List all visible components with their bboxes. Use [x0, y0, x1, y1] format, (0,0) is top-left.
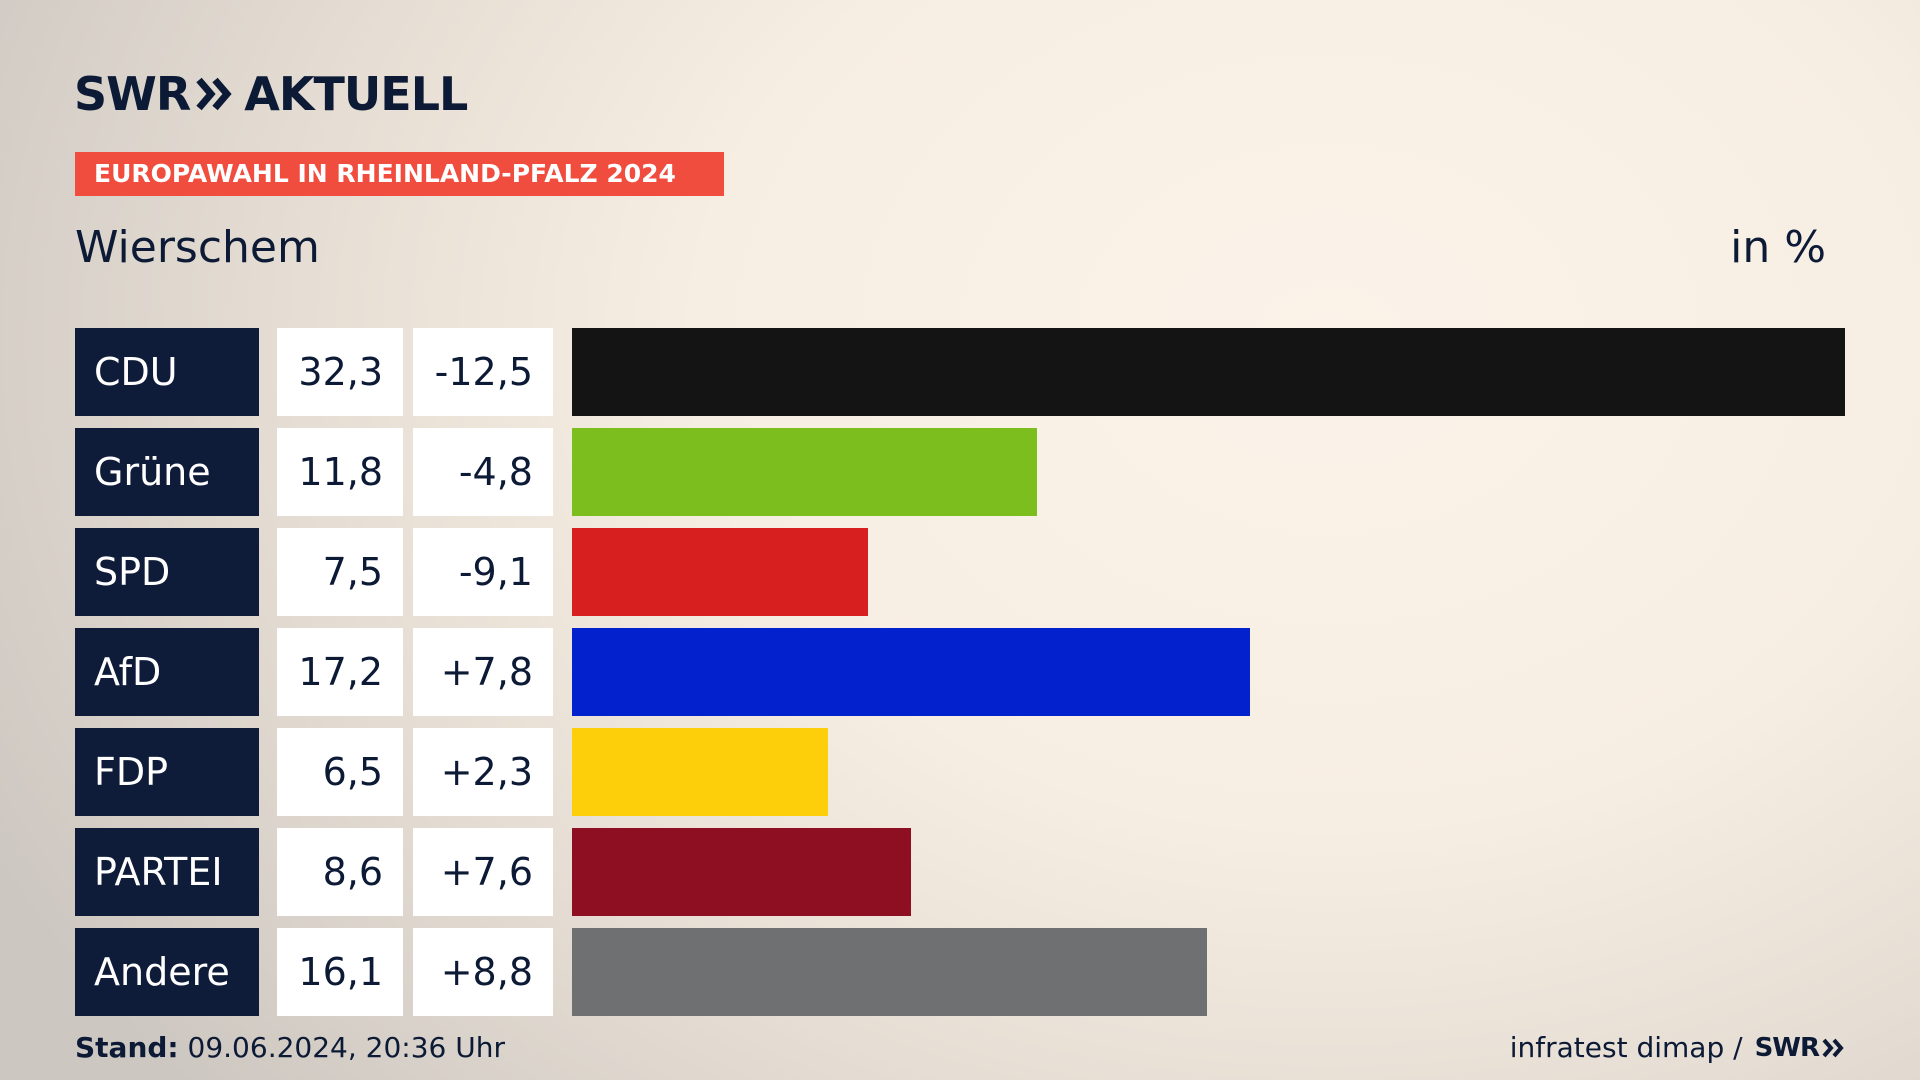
party-label: CDU — [75, 328, 259, 416]
swr-small-logo: SWR — [1755, 1028, 1844, 1068]
diff-label: -4,8 — [413, 428, 553, 516]
swr-aktuell-logo: SWR AKTUELL — [74, 67, 468, 121]
diff-label: +7,8 — [413, 628, 553, 716]
value-label: 17,2 — [277, 628, 403, 716]
place-title: Wierschem — [75, 222, 320, 273]
diff-label: +8,8 — [413, 928, 553, 1016]
party-label: FDP — [75, 728, 259, 816]
bar-afd — [572, 628, 1250, 716]
value-label: 32,3 — [277, 328, 403, 416]
bar-partei — [572, 828, 911, 916]
party-label: AfD — [75, 628, 259, 716]
diff-label: -9,1 — [413, 528, 553, 616]
bar-fdp — [572, 728, 828, 816]
value-label: 11,8 — [277, 428, 403, 516]
value-label: 7,5 — [277, 528, 403, 616]
bar-andere — [572, 928, 1207, 1016]
diff-label: -12,5 — [413, 328, 553, 416]
value-label: 8,6 — [277, 828, 403, 916]
stand-label: Stand: — [75, 1031, 179, 1064]
bar-cdu — [572, 328, 1845, 416]
bar-gr-ne — [572, 428, 1037, 516]
swr-small-logo-text: SWR — [1754, 1033, 1820, 1063]
double-chevron-icon — [196, 77, 232, 111]
unit-label: in % — [1730, 222, 1826, 273]
party-label: PARTEI — [75, 828, 259, 916]
double-chevron-small-icon — [1822, 1038, 1844, 1058]
party-label: Grüne — [75, 428, 259, 516]
diff-label: +7,6 — [413, 828, 553, 916]
logo-swr-text: SWR — [74, 67, 191, 121]
bar-spd — [572, 528, 868, 616]
value-label: 16,1 — [277, 928, 403, 1016]
logo-aktuell-text: AKTUELL — [244, 67, 468, 121]
party-label: SPD — [75, 528, 259, 616]
diff-label: +2,3 — [413, 728, 553, 816]
party-label: Andere — [75, 928, 259, 1016]
source-text: infratest dimap / — [1509, 1031, 1743, 1064]
source-credit: infratest dimap / SWR — [1510, 1028, 1844, 1068]
value-label: 6,5 — [277, 728, 403, 816]
stand-value: 09.06.2024, 20:36 Uhr — [187, 1031, 505, 1064]
election-kicker: EUROPAWAHL IN RHEINLAND-PFALZ 2024 — [75, 152, 724, 196]
timestamp: Stand: 09.06.2024, 20:36 Uhr — [75, 1028, 505, 1068]
